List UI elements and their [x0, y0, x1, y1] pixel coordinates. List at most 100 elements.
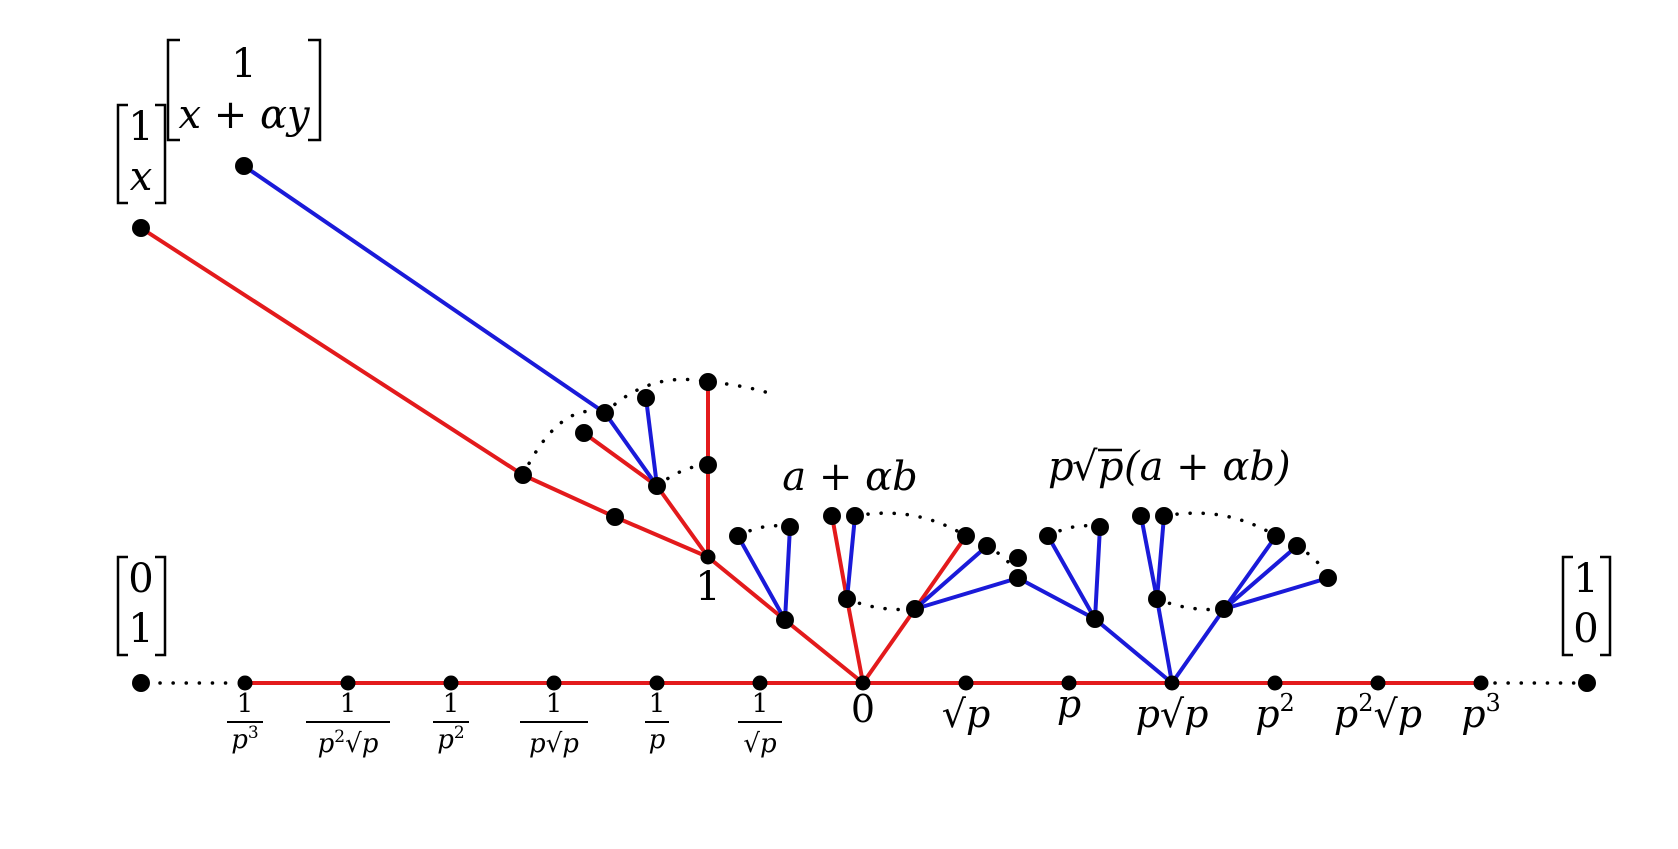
dotted-arcs — [521, 377, 1330, 612]
arc-cluster-a-low — [845, 597, 917, 612]
node-matrix-x — [132, 219, 150, 237]
node-inv-p — [649, 675, 665, 691]
tick-num: 1 — [237, 689, 254, 719]
tick-inv-p3: 1 p3 — [227, 689, 263, 755]
edge-psp-to-d1 — [1093, 617, 1174, 685]
tick-p3: p3 — [1461, 689, 1501, 736]
tick-inv-sqrtp: 1 √p — [738, 689, 782, 759]
label-cluster-b-sqrt: √ — [1072, 444, 1098, 490]
tick-p: p — [1057, 682, 1081, 726]
label-cluster-a: a + αb — [782, 454, 917, 500]
node-d2-t2 — [1155, 507, 1173, 525]
edge-d1-to-l2 — [1093, 525, 1102, 621]
matrix-1-x: 1 x — [116, 103, 167, 205]
tick-p2: p2 — [1255, 689, 1295, 736]
edge-0-to-mid — [783, 618, 865, 685]
bracket-right — [308, 38, 322, 142]
node-inv-p3 — [237, 675, 253, 691]
label-cluster-b-prefix: p — [1048, 444, 1074, 490]
node-d3-r2 — [1288, 537, 1306, 555]
tick-p2sqrtp: p2√p — [1334, 689, 1422, 736]
bracket-left — [116, 555, 128, 657]
edge-d2-to-t1 — [1139, 514, 1159, 601]
node-zero — [855, 675, 871, 691]
edge-d1-to-l1 — [1046, 534, 1097, 621]
node-b — [648, 477, 666, 495]
node-d1-l2 — [1091, 518, 1109, 536]
arc-cluster-b-low — [1155, 597, 1226, 612]
edge-mid-to-1 — [706, 555, 787, 622]
node-hub — [514, 466, 532, 484]
node-d1 — [1086, 610, 1104, 628]
matrix-10-top: 1 — [1573, 556, 1598, 602]
node-inv-p2 — [443, 675, 459, 691]
node-one — [700, 549, 716, 565]
node-d1-l1 — [1039, 527, 1057, 545]
edge-0-to-c1 — [845, 597, 865, 685]
nodes — [132, 157, 1596, 692]
node-p — [1061, 675, 1077, 691]
node-c1 — [838, 590, 856, 608]
bracket-right — [155, 103, 167, 205]
tick-num: 1 — [546, 689, 563, 719]
node-c2-r4 — [1009, 569, 1027, 587]
label-cluster-b: p √ p (a + αb) — [1048, 444, 1291, 490]
node-c2-r1 — [957, 527, 975, 545]
edge-1-to-b — [655, 484, 710, 559]
arc-upper-top — [603, 377, 777, 415]
tick-den: p — [649, 725, 666, 755]
node-matrix-xay — [235, 157, 253, 175]
edge-d3-to-r1 — [1222, 534, 1278, 611]
node-a — [606, 508, 624, 526]
matrix-x-bottom: x — [130, 154, 153, 200]
matrix-x-top: 1 — [128, 104, 153, 150]
tick-inv-p: 1 p — [645, 689, 669, 755]
node-inv-p2sqrtp — [340, 675, 356, 691]
node-p2sqrtp — [1370, 675, 1386, 691]
tick-den: p√p — [529, 729, 579, 759]
node-axis-left-end — [132, 674, 150, 692]
edge-c2-to-r1 — [913, 534, 968, 611]
edge-d2-to-t2 — [1155, 514, 1166, 601]
label-cluster-b-radicand: p — [1098, 444, 1124, 490]
node-d2 — [1148, 590, 1166, 608]
node-d3-r3 — [1319, 569, 1337, 587]
node-sqrtp — [958, 675, 974, 691]
edge-d3-to-r2 — [1222, 544, 1299, 611]
node-p3 — [1473, 675, 1489, 691]
node-psqrtp — [1164, 675, 1180, 691]
edge-psp-to-d2 — [1155, 597, 1174, 685]
edge-d1-to-far — [1016, 576, 1097, 621]
tick-num: 1 — [340, 689, 357, 719]
node-blue-top-2 — [637, 389, 655, 407]
edge-d3-to-r3 — [1222, 576, 1330, 611]
tick-inv-p2: 1 p2 — [433, 689, 469, 755]
node-c2-r3 — [1009, 549, 1027, 567]
tick-zero: 0 — [851, 687, 875, 731]
node-d3 — [1215, 600, 1233, 618]
tick-den: p2√p — [318, 727, 379, 759]
tick-den: √p — [743, 729, 777, 759]
arc-cluster-b-top — [1162, 511, 1278, 538]
matrix-01-bottom: 1 — [128, 606, 153, 652]
matrix-xay-top: 1 — [231, 41, 256, 87]
arc-upper — [521, 409, 607, 477]
edge-blue-long — [242, 164, 607, 415]
edge-0-to-c2 — [861, 607, 917, 685]
edge-b-to-c — [582, 431, 659, 488]
edge-1-to-a — [613, 515, 710, 559]
node-c2-r2 — [978, 537, 996, 555]
node-inv-sqrtp — [752, 675, 768, 691]
edge-c1-blue — [845, 514, 857, 601]
edge-c2-blue-2 — [913, 576, 1020, 611]
bracket-left — [116, 103, 128, 205]
label-cluster-b-suffix: (a + αb) — [1124, 444, 1291, 490]
edge-b-blue-2 — [644, 396, 659, 488]
bracket-left — [166, 38, 180, 142]
node-p2 — [1267, 675, 1283, 691]
matrix-1-xay: 1 x + αy — [166, 38, 322, 142]
bracket-left — [1561, 555, 1573, 657]
edge-a-to-hub — [521, 473, 617, 519]
tick-psqrtp: p√p — [1136, 692, 1209, 736]
